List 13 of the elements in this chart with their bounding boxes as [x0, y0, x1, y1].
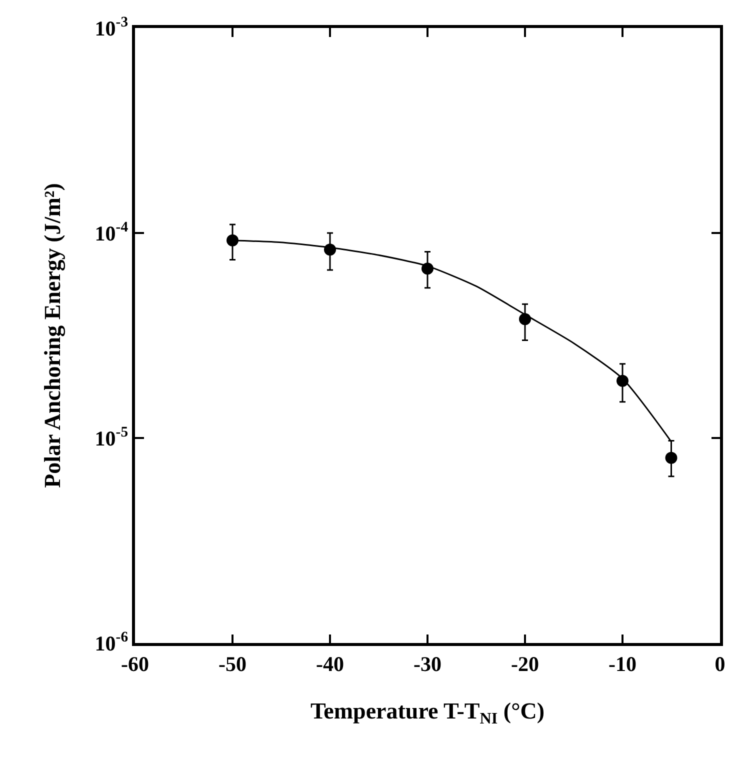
y-axis-title: Polar Anchoring Energy (J/m²) [40, 183, 66, 488]
x-tick-label: -40 [316, 652, 344, 676]
x-axis-title: Temperature T-T$_{NI}$ (°C) [310, 698, 545, 728]
x-tick-label: -10 [608, 652, 636, 676]
y-tick-label: 10$^{-5}$ [94, 424, 128, 450]
x-tick-label: -30 [414, 652, 442, 676]
x-tick-label: 0 [714, 652, 726, 676]
point [226, 234, 238, 246]
x-tick-label: -50 [218, 652, 246, 676]
y-tick-label: 10$^{-4}$ [94, 220, 129, 246]
y-tick-label: 10$^{-3}$ [94, 14, 128, 40]
point [665, 452, 678, 464]
x-tick-label: -20 [511, 652, 539, 676]
